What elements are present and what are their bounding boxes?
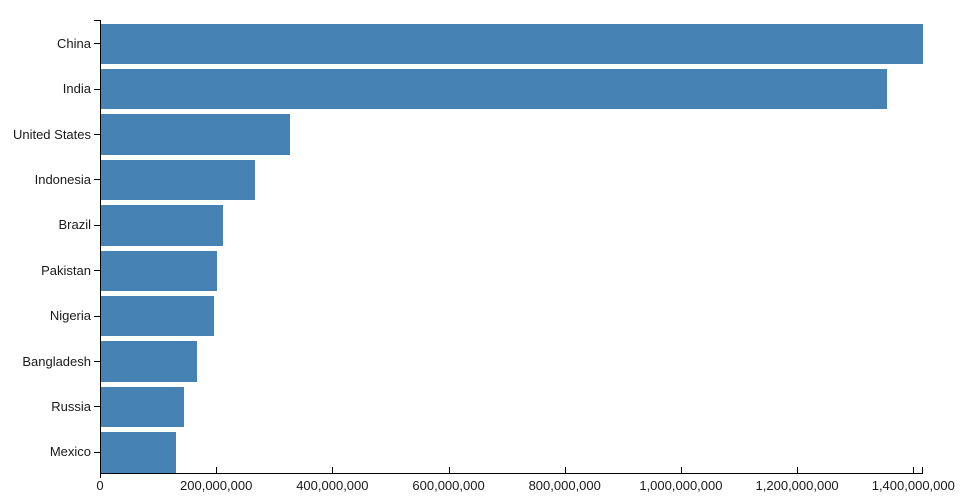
x-tick bbox=[100, 467, 101, 473]
x-tick bbox=[216, 467, 218, 473]
y-tick-label: China bbox=[57, 35, 91, 51]
bar bbox=[100, 432, 177, 473]
bar bbox=[100, 250, 218, 291]
y-tick bbox=[94, 179, 100, 181]
y-tick bbox=[94, 88, 100, 90]
x-axis-endcap bbox=[921, 467, 923, 473]
y-tick bbox=[94, 134, 100, 136]
bar bbox=[100, 386, 185, 428]
y-axis-endcap bbox=[94, 19, 101, 21]
x-tick-label: 800,000,000 bbox=[528, 478, 601, 493]
x-tick bbox=[680, 467, 682, 473]
y-tick-label: Nigeria bbox=[49, 308, 91, 324]
y-tick bbox=[94, 224, 100, 226]
bar bbox=[100, 68, 888, 110]
x-tick bbox=[797, 467, 799, 473]
x-tick-label: 1,400,000,000 bbox=[871, 478, 955, 493]
x-tick-label: 600,000,000 bbox=[412, 478, 485, 493]
bar bbox=[100, 114, 291, 155]
bar bbox=[100, 341, 198, 382]
y-tick-label: Mexico bbox=[49, 444, 91, 460]
x-tick-label: 400,000,000 bbox=[296, 478, 369, 493]
bar bbox=[100, 205, 223, 246]
x-tick-label: 1,000,000,000 bbox=[639, 478, 723, 493]
bar bbox=[100, 23, 923, 64]
x-tick-label: 200,000,000 bbox=[180, 478, 253, 493]
x-tick bbox=[332, 467, 334, 473]
y-tick-label: Pakistan bbox=[41, 262, 91, 278]
y-tick-label: India bbox=[62, 81, 91, 97]
x-tick-label: 0 bbox=[96, 478, 104, 493]
x-tick-label: 1,200,000,000 bbox=[755, 478, 839, 493]
y-tick-label: Bangladesh bbox=[22, 353, 91, 369]
y-tick bbox=[94, 451, 100, 453]
y-tick-label: Brazil bbox=[58, 217, 91, 233]
y-tick bbox=[94, 406, 100, 408]
x-tick bbox=[913, 467, 915, 473]
y-tick bbox=[94, 43, 100, 45]
x-tick bbox=[448, 467, 450, 473]
y-tick-label: United States bbox=[12, 126, 91, 142]
y-tick-label: Indonesia bbox=[34, 171, 91, 187]
y-tick bbox=[94, 270, 100, 272]
x-axis-line bbox=[100, 473, 923, 474]
bar bbox=[100, 159, 256, 201]
x-tick bbox=[564, 467, 566, 473]
y-tick-label: Russia bbox=[51, 398, 91, 414]
bar bbox=[100, 295, 215, 337]
y-tick bbox=[94, 315, 100, 317]
y-tick bbox=[94, 361, 100, 363]
y-axis-line bbox=[100, 19, 101, 478]
